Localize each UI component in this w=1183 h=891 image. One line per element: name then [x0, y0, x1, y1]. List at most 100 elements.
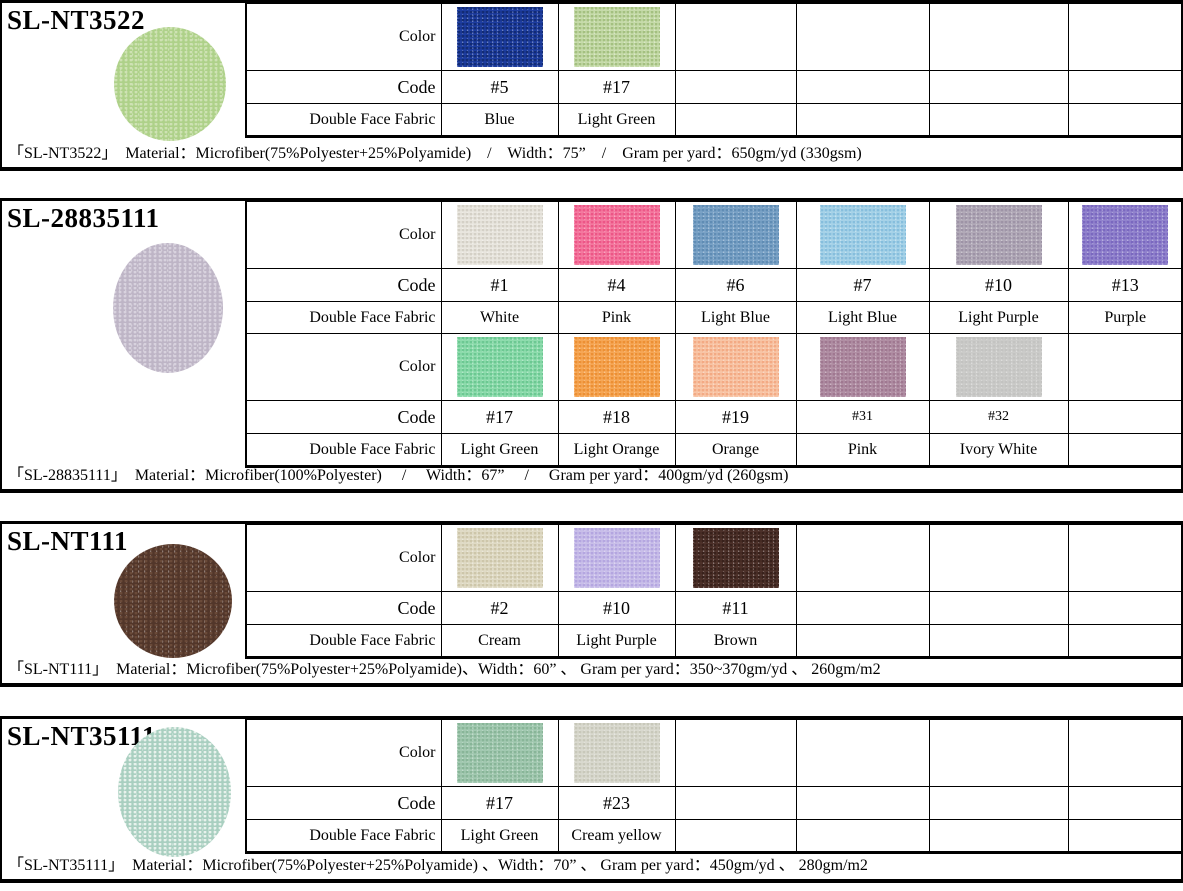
- code-cell: [674, 70, 797, 104]
- spec-row: Double Face Fabric Blue Light Green: [245, 103, 1182, 137]
- code-cell: [1067, 786, 1182, 820]
- row-label: Color: [245, 333, 442, 401]
- section-sl-nt3522: SL-NT3522 Color Code #5 #17 Double Face Fabr…: [0, 0, 1183, 171]
- row-label: Color: [245, 3, 442, 71]
- fabric-name-cell: [928, 103, 1069, 137]
- fabric-name-cell: [795, 819, 930, 853]
- fabric-name-cell: Ivory White: [928, 433, 1069, 467]
- row-label: Code: [245, 786, 442, 820]
- code-cell: #10: [557, 591, 676, 625]
- color-cell: [440, 3, 559, 71]
- color-cell: [674, 719, 797, 787]
- fabric-name-cell: Cream yellow: [557, 819, 676, 853]
- code-cell: #2: [440, 591, 559, 625]
- spec-row: Code #17 #18 #19 #31 #32: [245, 400, 1182, 434]
- row-label: Color: [245, 524, 442, 592]
- code-cell: [928, 70, 1069, 104]
- fabric-swatch: [573, 723, 660, 783]
- spec-row: Code #5 #17: [245, 70, 1182, 104]
- row-label: Color: [245, 719, 442, 787]
- section-title: SL-NT111: [7, 526, 129, 556]
- color-cell: [557, 201, 676, 269]
- row-label: Code: [245, 70, 442, 104]
- code-cell: [674, 786, 797, 820]
- row-label: Code: [245, 400, 442, 434]
- row-label: Code: [245, 268, 442, 302]
- fabric-name-cell: Light Purple: [928, 301, 1069, 334]
- code-cell: #1: [440, 268, 559, 302]
- row-label: Double Face Fabric: [245, 624, 442, 658]
- color-cell: [928, 719, 1069, 787]
- spec-row: Color: [245, 201, 1182, 269]
- color-cell: [795, 524, 930, 592]
- fabric-sample-circle: [114, 544, 232, 658]
- fabric-sample-circle: [114, 27, 226, 141]
- spec-row: Double Face Fabric Light Green Cream yello…: [245, 819, 1182, 853]
- code-cell: #31: [795, 400, 930, 434]
- fabric-name-cell: [795, 103, 930, 137]
- section-sl-28835111: SL-28835111 Color Code #1 #4 #6 #7 #10 #13 Doubl…: [0, 198, 1183, 493]
- color-cell: [557, 524, 676, 592]
- fabric-swatch: [456, 528, 543, 588]
- row-label: Double Face Fabric: [245, 819, 442, 853]
- fabric-name-cell: Blue: [440, 103, 559, 137]
- color-cell: [1067, 201, 1182, 269]
- code-cell: #5: [440, 70, 559, 104]
- code-cell: #6: [674, 268, 797, 302]
- spec-row: Code #2 #10 #11: [245, 591, 1182, 625]
- fabric-name-cell: [1067, 819, 1182, 853]
- code-cell: #23: [557, 786, 676, 820]
- fabric-swatch: [955, 205, 1042, 265]
- fabric-name-cell: White: [440, 301, 559, 334]
- spec-footer: 「SL-28835111」 Material：Microfiber(100%Po…: [8, 467, 789, 484]
- fabric-swatch: [573, 205, 660, 265]
- fabric-swatch: [692, 337, 779, 397]
- fabric-swatch: [456, 723, 543, 783]
- color-cell: [1067, 524, 1182, 592]
- fabric-name-cell: [1067, 624, 1182, 658]
- color-cell: [795, 3, 930, 71]
- spec-footer: 「SL-NT111」 Material：Microfiber(75%Polyes…: [8, 661, 881, 678]
- code-cell: #17: [440, 786, 559, 820]
- color-cell: [440, 333, 559, 401]
- code-cell: [1067, 400, 1182, 434]
- color-cell: [674, 201, 797, 269]
- row-label: Double Face Fabric: [245, 433, 442, 467]
- fabric-name-cell: Light Green: [557, 103, 676, 137]
- code-cell: #10: [928, 268, 1069, 302]
- spec-row: Code #17 #23: [245, 786, 1182, 820]
- section-title: SL-NT35111: [7, 721, 157, 751]
- color-cell: [557, 719, 676, 787]
- fabric-swatch: [456, 7, 543, 67]
- spec-table: Color Code #2 #10 #11 Double Face Fabric Cream…: [245, 524, 1182, 659]
- fabric-name-cell: [674, 103, 797, 137]
- row-label: Color: [245, 201, 442, 269]
- code-cell: #19: [674, 400, 797, 434]
- fabric-name-cell: Light Blue: [674, 301, 797, 334]
- color-cell: [928, 524, 1069, 592]
- row-label: Double Face Fabric: [245, 103, 442, 137]
- section-title: SL-NT3522: [7, 5, 146, 35]
- color-cell: [795, 333, 930, 401]
- fabric-name-cell: Pink: [557, 301, 676, 334]
- code-cell: #4: [557, 268, 676, 302]
- fabric-swatch: [819, 205, 906, 265]
- color-cell: [795, 201, 930, 269]
- color-cell: [1067, 719, 1182, 787]
- code-cell: #17: [440, 400, 559, 434]
- spec-row: Double Face Fabric Cream Light Purple Brown: [245, 624, 1182, 658]
- fabric-name-cell: Pink: [795, 433, 930, 467]
- spec-footer: 「SL-NT3522」 Material：Microfiber(75%Polye…: [8, 145, 862, 162]
- fabric-swatch: [692, 205, 779, 265]
- fabric-swatch: [1082, 205, 1169, 265]
- code-cell: #13: [1067, 268, 1182, 302]
- code-cell: [795, 70, 930, 104]
- fabric-name-cell: Brown: [674, 624, 797, 658]
- spec-footer: 「SL-NT35111」 Material：Microfiber(75%Poly…: [8, 857, 868, 874]
- code-cell: [928, 591, 1069, 625]
- spec-row: Double Face Fabric Light Green Light Orang…: [245, 433, 1182, 467]
- color-cell: [795, 719, 930, 787]
- code-cell: [928, 786, 1069, 820]
- code-cell: #18: [557, 400, 676, 434]
